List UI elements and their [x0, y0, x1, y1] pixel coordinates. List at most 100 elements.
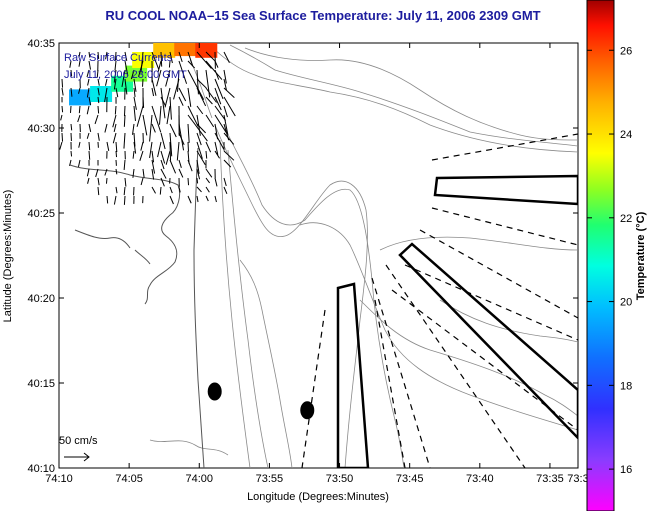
current-vector [142, 114, 148, 136]
current-vector [61, 78, 64, 88]
current-vector [187, 105, 199, 127]
current-vector [157, 141, 162, 158]
x-tick-label: 73:50 [326, 473, 354, 485]
current-vector [214, 114, 228, 134]
current-vector [133, 96, 137, 110]
current-vector [196, 123, 206, 134]
current-vector [60, 114, 63, 121]
current-vector [173, 78, 180, 100]
colorbar-tick-label: 24 [620, 129, 632, 141]
current-vector [137, 60, 144, 78]
current-vector [223, 159, 232, 168]
current-vector [169, 123, 177, 138]
current-vector [77, 159, 81, 167]
current-vector [104, 123, 108, 133]
current-vector [94, 114, 99, 125]
current-vector [78, 141, 81, 148]
current-vector [223, 96, 236, 117]
current-vector [115, 87, 119, 98]
current-vector [160, 96, 167, 107]
current-vector [104, 168, 108, 176]
colorbar-ticks: 16 18 20 22 24 26 [587, 45, 632, 476]
current-vector [178, 51, 183, 63]
current-vector [78, 105, 81, 114]
mooring-marker [207, 382, 222, 401]
current-vector [105, 177, 108, 184]
x-axis-ticks: 74:10 74:05 74:00 73:55 73:50 73:45 73:40 73:35… [45, 43, 589, 485]
current-vector [196, 132, 202, 146]
current-vector [88, 51, 91, 58]
current-vector [112, 114, 117, 128]
current-vector [97, 78, 100, 86]
current-vector [86, 168, 90, 177]
current-vector [214, 195, 217, 203]
x-tick-label: 74:10 [45, 473, 73, 485]
current-vector [151, 51, 160, 70]
current-vector [160, 150, 166, 164]
coastline-main [69, 164, 181, 305]
current-vector [115, 150, 118, 158]
current-vector [124, 60, 129, 76]
radial-line [301, 309, 326, 468]
current-vector [214, 132, 225, 150]
current-vector [223, 51, 230, 64]
current-vector [223, 177, 227, 187]
current-vector [123, 186, 126, 196]
current-vector [70, 123, 73, 131]
contour-line [209, 44, 578, 153]
current-vector [187, 195, 192, 204]
sst-cell [90, 86, 113, 102]
current-vector [105, 51, 108, 60]
current-vector [96, 69, 99, 78]
sst-cell [153, 43, 176, 58]
current-vector [187, 60, 196, 69]
current-vector [205, 60, 223, 80]
contour-line [149, 439, 229, 456]
x-tick-label: 73:55 [256, 473, 284, 485]
contour-line [219, 139, 251, 468]
current-vector [169, 132, 173, 157]
current-vector [136, 105, 144, 127]
current-vector [130, 69, 135, 80]
current-vector [97, 87, 100, 96]
current-vector [114, 105, 117, 115]
current-vector [151, 186, 156, 194]
colorbar-tick-label: 18 [620, 380, 632, 392]
current-vector [160, 132, 166, 150]
current-vector [157, 60, 162, 72]
current-vector [61, 105, 64, 113]
current-vector [114, 51, 117, 61]
current-vector [133, 141, 137, 154]
current-vector [165, 150, 171, 165]
current-vector [205, 51, 216, 62]
current-vector [124, 78, 128, 95]
sst-patch [69, 43, 218, 106]
current-vector [178, 168, 184, 178]
current-vector [139, 150, 144, 161]
current-vector [87, 177, 90, 184]
current-vector [164, 87, 171, 108]
current-vector [159, 105, 162, 125]
current-vector [113, 78, 117, 90]
current-vector [132, 168, 135, 178]
current-vector [156, 69, 162, 87]
current-vector [88, 123, 92, 132]
bathymetry-contours [149, 44, 578, 468]
current-vector [78, 60, 81, 67]
radial-line [404, 264, 578, 341]
current-vector [86, 87, 90, 98]
current-vector [104, 78, 108, 86]
current-vector [97, 177, 100, 186]
colorbar-tick-label: 26 [620, 45, 632, 57]
current-vector [123, 114, 126, 127]
x-axis-label: Longitude (Degrees:Minutes) [247, 491, 389, 503]
current-vector [97, 186, 100, 196]
current-vector [124, 177, 127, 187]
current-vector [97, 51, 100, 60]
current-vector [69, 159, 72, 167]
radial-line [431, 133, 578, 161]
scale-arrow [64, 452, 90, 462]
current-vector [214, 96, 222, 111]
current-vector [123, 132, 126, 149]
